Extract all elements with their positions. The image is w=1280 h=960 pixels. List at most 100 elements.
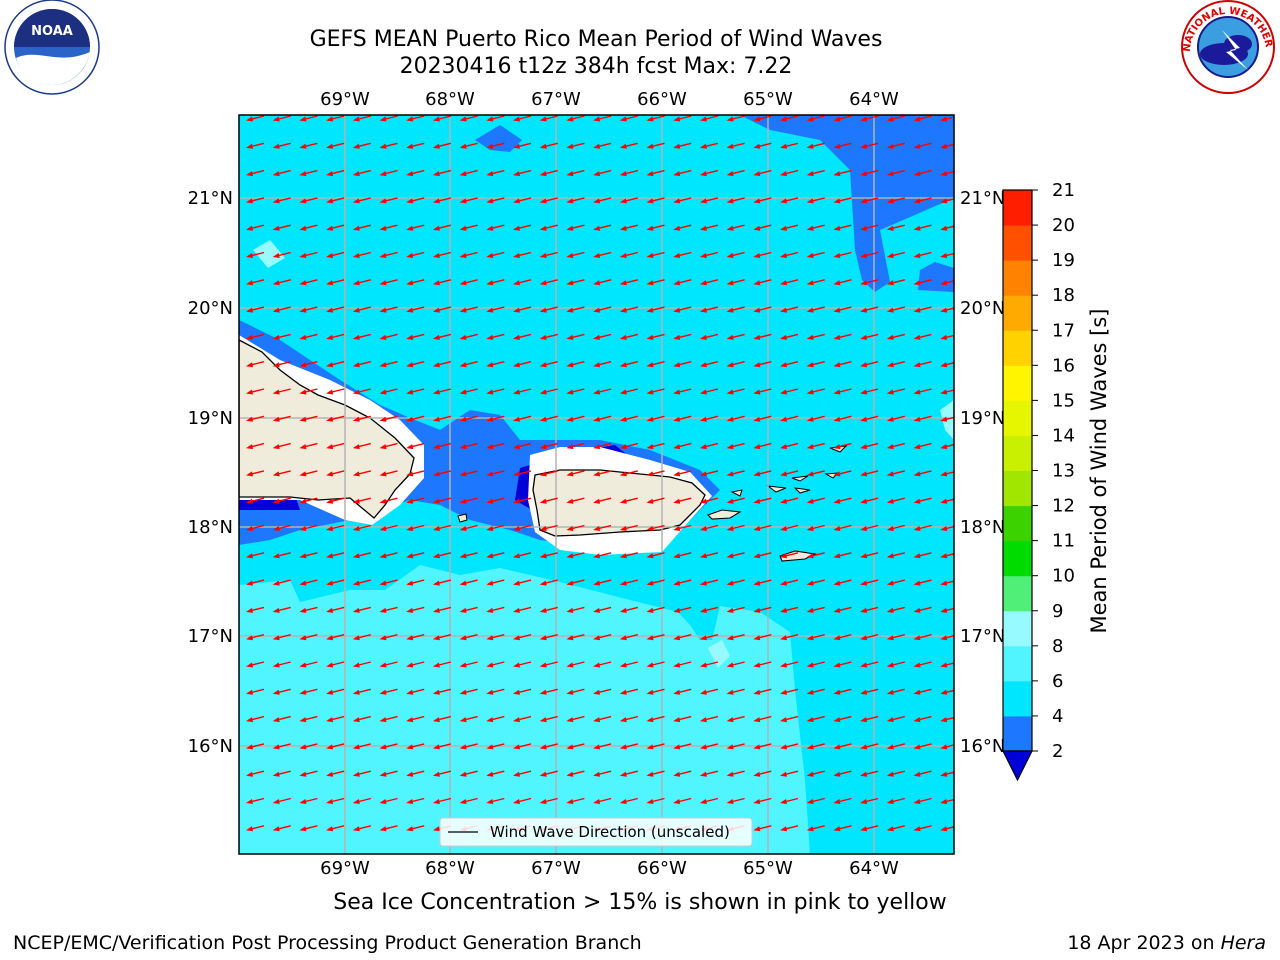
wave-direction-arrow <box>780 743 799 750</box>
wave-direction-arrow <box>486 388 505 395</box>
wave-direction-arrow <box>539 142 558 149</box>
wave-direction-arrow <box>459 743 478 750</box>
wave-direction-arrow <box>886 688 905 695</box>
wave-direction-arrow <box>513 197 532 204</box>
longitude-label: 69°W <box>320 89 370 110</box>
colorbar-tick-label: 6 <box>1052 671 1063 692</box>
wave-direction-arrow <box>593 470 612 477</box>
wave-direction-arrow <box>486 552 505 559</box>
wave-direction-arrow <box>940 553 954 559</box>
wave-direction-arrow <box>673 442 692 450</box>
wave-direction-arrow <box>940 744 954 750</box>
wave-direction-arrow <box>379 224 398 231</box>
wave-direction-arrow <box>513 552 532 559</box>
wave-direction-arrow <box>886 634 905 641</box>
wave-direction-arrow <box>886 661 905 668</box>
wave-direction-arrow <box>913 142 932 149</box>
wave-direction-arrow <box>593 797 612 804</box>
wave-direction-arrow <box>246 251 265 258</box>
wave-direction-arrow <box>539 115 558 122</box>
wave-direction-arrow <box>459 415 478 422</box>
wave-direction-arrow <box>753 797 772 804</box>
wave-direction-arrow <box>619 251 638 258</box>
wave-direction-arrow <box>539 279 558 286</box>
wave-direction-arrow <box>780 251 799 258</box>
wave-direction-arrow <box>272 634 291 641</box>
wave-direction-arrow <box>860 115 879 122</box>
wave-direction-arrow <box>486 415 505 422</box>
wave-direction-arrow <box>753 279 772 286</box>
wave-direction-arrow <box>860 197 879 204</box>
wave-direction-arrow <box>940 662 954 668</box>
wave-direction-arrow <box>940 771 954 777</box>
noaa-logo: NOAA <box>4 0 100 95</box>
wave-direction-arrow <box>940 170 954 177</box>
wave-direction-arrow <box>753 661 772 668</box>
wave-direction-arrow <box>246 606 265 613</box>
wave-direction-arrow <box>780 388 799 395</box>
wave-direction-arrow <box>913 715 932 723</box>
wave-direction-arrow <box>459 306 478 313</box>
wave-direction-arrow <box>806 552 825 559</box>
wave-direction-arrow <box>299 415 318 422</box>
wave-direction-arrow <box>780 825 799 832</box>
wave-direction-arrow <box>860 552 879 559</box>
wave-direction-arrow <box>513 743 532 750</box>
wave-direction-arrow <box>379 606 398 613</box>
wave-direction-arrow <box>726 333 745 340</box>
wave-direction-arrow <box>593 361 612 368</box>
colorbar-segment <box>1003 225 1032 261</box>
longitude-label: 67°W <box>531 858 581 879</box>
wave-direction-arrow <box>272 743 291 750</box>
wave-direction-arrow <box>646 115 665 122</box>
wave-direction-arrow <box>406 743 425 750</box>
wave-direction-arrow <box>406 224 425 231</box>
wave-direction-arrow <box>753 825 772 832</box>
wave-direction-arrow <box>486 442 505 450</box>
wave-direction-arrow <box>352 770 371 777</box>
wave-direction-arrow <box>699 715 719 723</box>
latitude-label: 21°N <box>188 188 233 209</box>
wave-direction-arrow <box>673 634 692 641</box>
wave-direction-arrow <box>486 224 505 231</box>
nws-logo-ring-text: NATIONAL WEATHER SERVICE <box>0 0 1274 52</box>
wave-direction-arrow <box>379 688 398 695</box>
wave-direction-arrow <box>619 552 638 559</box>
wave-direction-arrow <box>673 661 692 668</box>
latitude-label: 20°N <box>960 298 1005 319</box>
wave-direction-arrow <box>326 415 345 422</box>
wave-direction-arrow <box>272 497 291 504</box>
wave-direction-arrow <box>299 224 318 231</box>
wave-direction-arrow <box>699 524 719 531</box>
wave-direction-arrow <box>806 797 825 804</box>
wave-direction-arrow <box>326 442 345 450</box>
wave-direction-arrow <box>539 224 558 231</box>
wave-direction-arrow <box>513 497 532 504</box>
longitude-label: 65°W <box>743 858 793 879</box>
wave-direction-arrow <box>860 770 879 777</box>
colorbar-label: Mean Period of Wind Waves [s] <box>1087 309 1111 634</box>
wave-direction-arrow <box>699 169 719 177</box>
wave-direction-arrow <box>432 524 452 531</box>
wave-direction-arrow <box>326 251 345 258</box>
wave-direction-arrow <box>860 661 879 668</box>
wave-direction-arrow <box>619 470 638 477</box>
wave-direction-arrow <box>913 251 932 258</box>
wave-direction-arrow <box>593 743 612 750</box>
wave-direction-arrow <box>940 143 954 149</box>
wave-direction-arrow <box>539 579 558 586</box>
wave-direction-arrow <box>352 333 371 340</box>
wave-direction-arrow <box>272 825 291 832</box>
wave-direction-arrow <box>646 197 665 204</box>
wave-direction-arrow <box>459 579 478 586</box>
wave-direction-arrow <box>806 333 825 340</box>
wave-direction-arrow <box>913 333 932 340</box>
wave-direction-arrow <box>299 552 318 559</box>
wave-direction-arrow <box>459 661 478 668</box>
wave-direction-arrow <box>272 197 291 204</box>
wave-direction-arrow <box>753 333 772 340</box>
wave-direction-arrow <box>753 361 772 368</box>
wave-direction-arrow <box>726 579 745 586</box>
wave-direction-arrow <box>246 552 265 559</box>
wave-direction-arrow <box>726 388 745 395</box>
